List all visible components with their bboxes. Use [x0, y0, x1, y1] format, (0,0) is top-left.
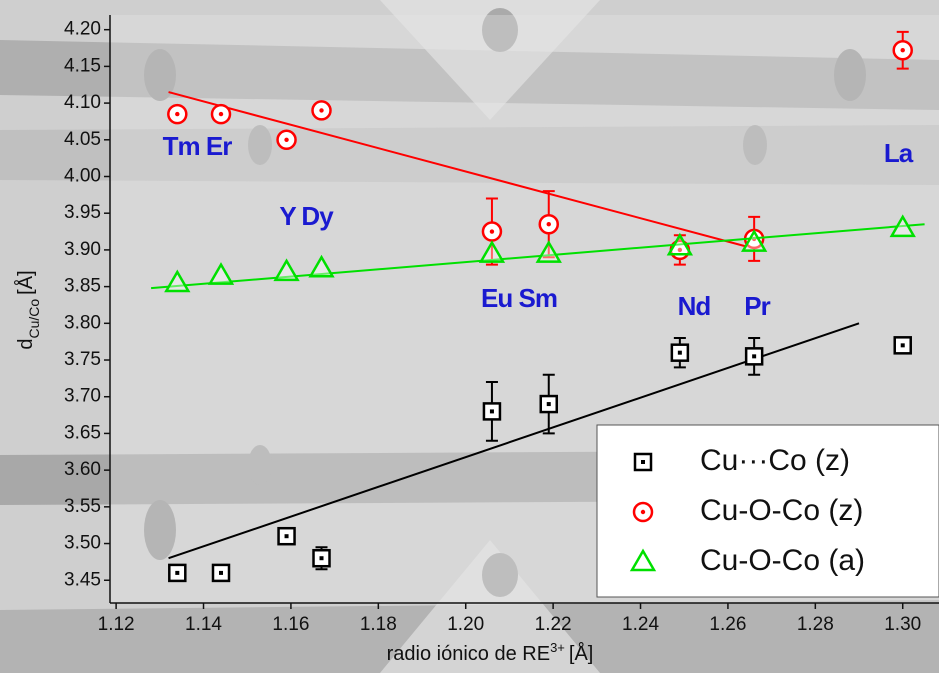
annotation: Nd — [678, 291, 711, 321]
trend-line — [168, 322, 860, 560]
x-tick-label: 1.20 — [447, 614, 484, 635]
x-tick-label: 1.30 — [884, 614, 921, 635]
point — [666, 232, 694, 256]
x-tick-label: 1.24 — [622, 614, 659, 635]
y-tick-label: 3.65 — [64, 422, 101, 443]
y-tick-label: 3.80 — [64, 312, 101, 333]
y-tick-label: 4.05 — [64, 129, 101, 150]
legend-label: Cu-O-Co (z) — [700, 494, 863, 527]
x-tick-label: 1.14 — [185, 614, 222, 635]
point — [273, 258, 300, 282]
point — [535, 240, 562, 263]
x-tick-label: 1.26 — [709, 614, 746, 635]
x-tick-label: 1.12 — [98, 614, 135, 635]
plot: 3.45 3.50 3.55 3.60 3.65 3.70 3.75 3.80 3.85 3.90… — [64, 15, 939, 635]
point — [308, 254, 335, 278]
point — [164, 269, 191, 293]
trend-line — [168, 91, 746, 248]
point-center — [546, 402, 551, 407]
point-center — [319, 556, 324, 561]
point-center — [900, 48, 905, 53]
y-tick-label: 3.95 — [64, 202, 101, 223]
point-center — [284, 137, 289, 142]
y-tick-label: 4.15 — [64, 55, 101, 76]
point-center — [319, 108, 324, 113]
legend-symbol — [629, 548, 657, 572]
annotation: La — [884, 138, 914, 168]
point — [478, 240, 506, 263]
point — [740, 229, 768, 252]
y-label-sub: Cu/Co — [26, 299, 42, 339]
y-tick-label: 4.20 — [64, 19, 101, 40]
x-tick-label: 1.16 — [272, 614, 309, 635]
x-axis-label: radio iónico de RE3+ [Å] — [387, 640, 594, 665]
x-label-unit: [Å] — [569, 642, 593, 665]
y-tick-label: 4.10 — [64, 92, 101, 113]
annotation: Y Dy — [279, 201, 334, 231]
point-center — [677, 247, 683, 253]
x-tick-label: 1.22 — [535, 614, 572, 635]
y-tick-label: 3.85 — [64, 276, 101, 297]
point-center — [677, 350, 682, 355]
y-tick-label: 3.70 — [64, 386, 101, 407]
point-center — [900, 343, 905, 348]
annotation: Eu Sm — [481, 283, 557, 313]
point-center — [546, 222, 551, 227]
point-center — [218, 111, 224, 117]
point-center — [218, 570, 223, 575]
legend: Cu···Co (z) Cu-O-Co (z) Cu-O-Co (a) — [596, 424, 939, 598]
y-tick-label: 3.90 — [64, 239, 101, 260]
point-center — [641, 460, 645, 464]
point-center — [752, 354, 757, 359]
series — [150, 214, 925, 293]
y-axis-label: dCu/Co [Å] — [14, 270, 42, 349]
legend-label: Cu···Co (z) — [700, 444, 850, 477]
trend-line — [150, 223, 925, 290]
point-center — [489, 409, 494, 414]
y-label-unit: [Å] — [14, 270, 37, 294]
y-label-text: d — [15, 339, 37, 350]
point — [207, 262, 235, 285]
y-tick-label: 3.55 — [64, 496, 101, 517]
x-tick-label: 1.28 — [797, 614, 834, 635]
point-center — [175, 111, 180, 117]
y-tick-label: 4.00 — [64, 166, 101, 187]
y-tick-label: 3.45 — [64, 569, 101, 590]
point — [889, 214, 916, 238]
annotation: Pr — [744, 291, 770, 321]
series — [168, 322, 912, 583]
annotation: Tm Er — [163, 131, 233, 161]
point-center — [489, 229, 495, 234]
y-tick-label: 3.60 — [64, 459, 101, 480]
x-tick-label: 1.18 — [360, 614, 397, 635]
point-center — [175, 570, 180, 575]
y-tick-label: 3.50 — [64, 533, 101, 554]
point-center — [640, 509, 646, 515]
point-center — [284, 534, 289, 539]
x-label-text: radio iónico de RE — [387, 643, 550, 665]
y-tick-label: 3.75 — [64, 349, 101, 370]
x-label-sup: 3+ — [550, 640, 565, 655]
legend-label: Cu-O-Co (a) — [700, 544, 865, 577]
